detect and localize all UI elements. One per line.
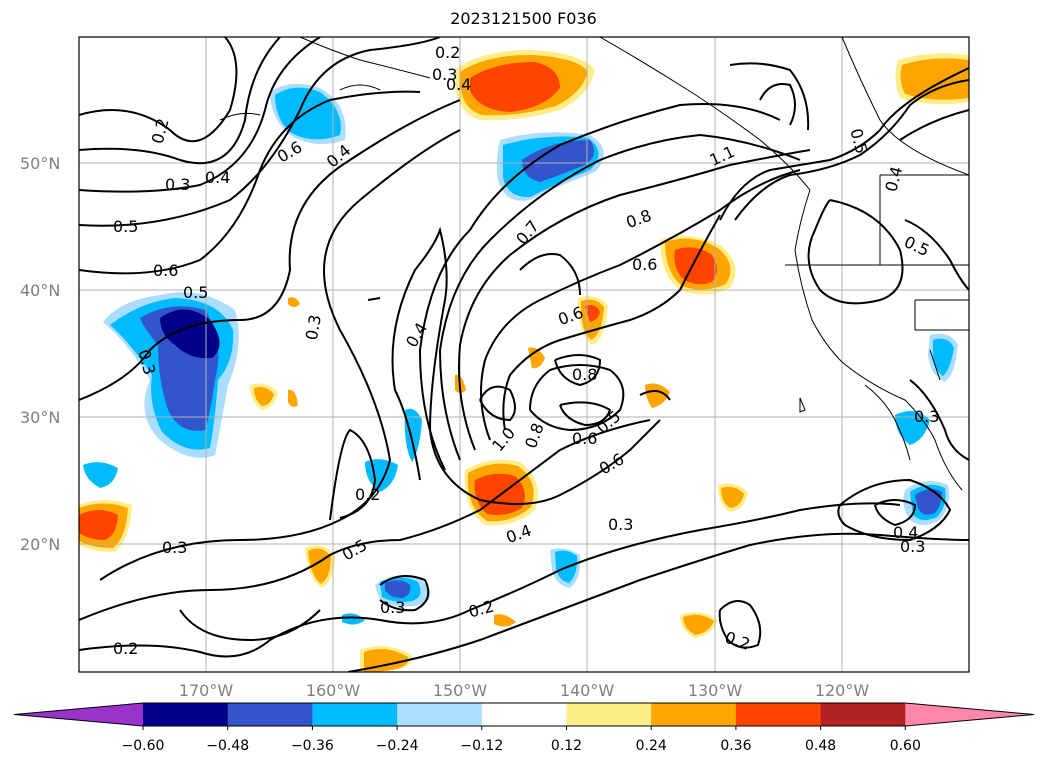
contour-label: 0.3 [162,538,187,557]
colorbar-segment [735,703,822,726]
colorbar-tick-label: 0.24 [636,738,667,754]
colorbar-segment [312,703,398,726]
map-title: 2023121500 F036 [450,9,597,28]
colorbar-segment [820,703,906,726]
contour-label: 0.4 [446,75,471,94]
colorbar-segment [651,703,737,726]
contour-label: 0.3 [608,515,633,534]
contour-label: 0.5 [183,283,208,302]
lon-label-150w: 150°W [433,681,488,700]
contour-label: 0.2 [113,639,138,658]
colorbar-tick-label: 0.36 [720,738,751,754]
contour-label: 0.3 [900,537,925,556]
latitude-labels: 50°N 40°N 30°N 20°N [20,154,60,554]
lon-label-160w: 160°W [306,681,361,700]
colorbar-segment [227,703,313,726]
colorbar-tick-label: −0.36 [291,738,334,754]
lon-label-120w: 120°W [815,681,870,700]
lat-label-20n: 20°N [20,535,60,554]
contour-label: 0.5 [113,217,138,236]
colorbar: −0.60 −0.48 −0.36 −0.24 −0.12 0.12 0.24 0.36 0.4… [13,702,1035,754]
colorbar-segment [481,703,567,726]
contour-label: 0.4 [205,168,230,187]
lat-label-50n: 50°N [20,154,60,173]
contour-label: 0.3 [380,598,405,617]
coastlines [219,37,969,491]
colorbar-tick-label: 0.12 [551,738,582,754]
colorbar-extend-min [14,703,143,726]
colorbar-tick-label: −0.60 [122,738,165,754]
anomaly-neg-max [160,309,220,359]
contour-label: 0.6 [153,261,178,280]
lon-label-130w: 130°W [688,681,743,700]
contour-label: 0.3 [302,313,325,341]
colorbar-tick-label: −0.12 [460,738,503,754]
contour-label: 0.6 [572,429,597,448]
lat-label-40n: 40°N [20,281,60,300]
lat-label-30n: 30°N [20,408,60,427]
contour-label: 0.3 [165,175,190,194]
contour-label: 0.8 [572,365,597,384]
lon-label-140w: 140°W [560,681,615,700]
contour-label: 0.2 [435,43,460,62]
colorbar-tick-label: 0.48 [805,738,836,754]
contour-label: 0.4 [893,523,918,542]
contour-lines [79,37,969,672]
colorbar-segment [566,703,652,726]
map-frame [78,36,970,673]
contour-label: 0.2 [355,485,380,504]
lon-label-170w: 170°W [179,681,234,700]
colorbar-segment [143,703,229,726]
colorbar-tick-label: 0.60 [890,738,921,754]
contour-label: 0.6 [632,255,657,274]
longitude-labels: 170°W 160°W 150°W 140°W 130°W 120°W [179,681,870,700]
colorbar-segment [397,703,483,726]
colorbar-tick-label: −0.24 [376,738,419,754]
contour-label: 0.3 [432,65,457,84]
contour-label: 0.3 [914,407,939,426]
colorbar-extend-max [905,703,1034,726]
colorbar-tick-label: −0.48 [206,738,249,754]
